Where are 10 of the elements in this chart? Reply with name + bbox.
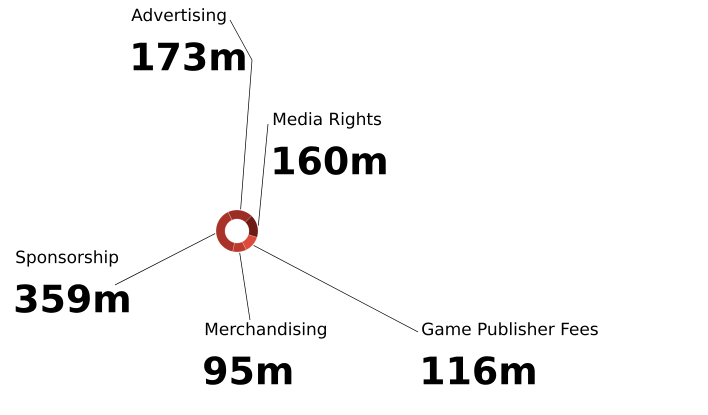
slice-label: Media Rights xyxy=(274,112,382,129)
slice-label: Advertising xyxy=(131,8,226,25)
slice-label: Game Publisher Fees xyxy=(422,322,598,336)
slice-label: Sponsorship xyxy=(16,250,118,267)
data-label: 359m xyxy=(16,284,129,313)
data-label: 95m xyxy=(204,356,292,385)
slice-label: Merchandising xyxy=(206,322,326,339)
data-label: 173m xyxy=(133,42,245,71)
data-label: 160m xyxy=(274,146,386,175)
data-label: 116m xyxy=(423,356,535,385)
